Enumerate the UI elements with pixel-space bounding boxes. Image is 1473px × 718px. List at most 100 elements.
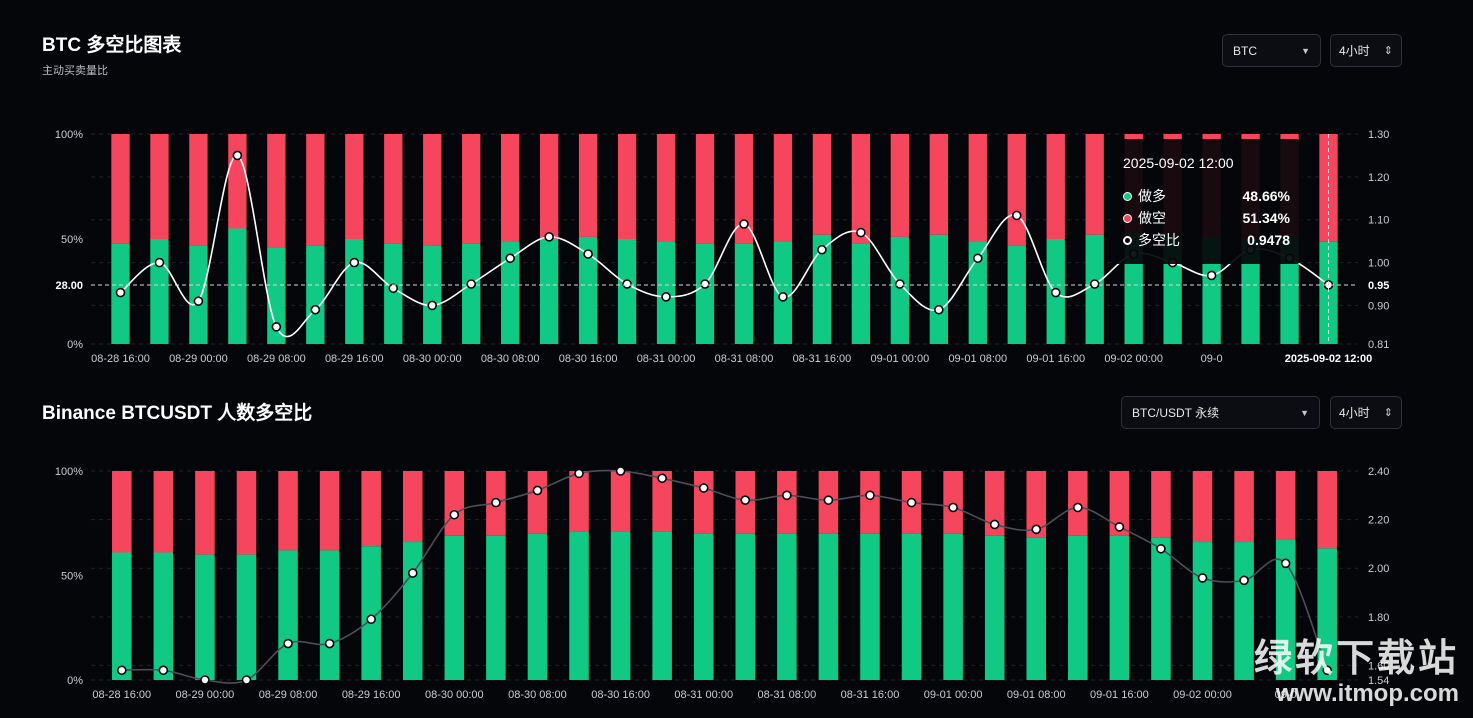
bar-short [968, 134, 987, 242]
coin-select[interactable]: BTC ▼ [1222, 34, 1321, 67]
crosshair-left-label: 28.00 [55, 280, 83, 292]
ratio-point [698, 483, 709, 493]
short-dot-icon [1123, 213, 1132, 223]
account-ratio-panel: Binance BTCUSDT 人数多空比 BTC/USDT 永续 ▼ 4小时 … [0, 385, 1473, 718]
bar-long [228, 228, 247, 344]
x-tick-label: 09-0 [1201, 353, 1223, 365]
account-ratio-chart[interactable]: 100% 50% 0% 2.40 2.20 2.00 1.80 1.60 1.54 08-28 1… [0, 385, 1473, 718]
ratio-point [154, 257, 165, 268]
chart-tooltip: 2025-09-02 12:00 做多 48.66% 做空 51.34% 多空比… [1111, 139, 1302, 264]
ratio-point [1322, 665, 1333, 676]
x-tick-label: 08-31 00:00 [637, 353, 696, 365]
bar-long [150, 239, 169, 344]
bar-short [656, 134, 676, 242]
bar-short [1192, 471, 1213, 543]
bar-short [1109, 471, 1130, 536]
bar-short [578, 134, 598, 237]
bar-short [1234, 471, 1254, 543]
bar-short [851, 134, 871, 244]
ratio-point [1197, 573, 1208, 583]
bar-long [527, 533, 548, 680]
bar-long [617, 239, 637, 344]
bar-long [984, 535, 1005, 680]
bar-short [929, 134, 948, 235]
bar-short [423, 134, 442, 246]
x-tick-label: 09-01 00:00 [871, 353, 930, 365]
chart-title: Binance BTCUSDT 人数多空比 [42, 403, 313, 424]
bar-short [189, 134, 208, 246]
bar-short [319, 471, 340, 551]
chart-subtitle: 主动买卖量比 [42, 65, 108, 77]
bar-long [693, 533, 714, 680]
bar-long [1026, 537, 1047, 680]
x-tick-label: 08-31 08:00 [715, 353, 774, 365]
ratio-point [972, 253, 983, 264]
bar-short [195, 471, 215, 555]
x-tick-label: 09-02 00:00 [1173, 689, 1232, 701]
crosshair-x-label: 2025-09-02 12:00 [1285, 353, 1372, 365]
bar-long [968, 241, 987, 344]
bar-long [112, 552, 132, 680]
ratio-line [119, 154, 1329, 338]
right-tick-label: 1.80 [1368, 612, 1389, 624]
bar-short [610, 471, 631, 532]
watermark-line1: 绿软下载站 [1253, 638, 1459, 680]
bar-short [652, 471, 672, 532]
ratio-point [427, 300, 438, 311]
right-tick-label: 2.00 [1368, 563, 1389, 575]
ratio-point [1031, 524, 1042, 535]
bar-long [236, 554, 257, 680]
tooltip-time: 2025-09-02 12:00 [1123, 155, 1234, 171]
pair-select[interactable]: BTC/USDT 永续 ▼ [1121, 396, 1320, 429]
tooltip-long-value: 48.66% [1242, 188, 1290, 204]
ratio-point [310, 304, 321, 315]
bar-long [851, 243, 871, 344]
x-tick-label: 08-31 16:00 [793, 353, 852, 365]
bar-short [984, 471, 1005, 536]
bar-long [423, 245, 442, 344]
bar-short [462, 134, 481, 244]
bar-short [890, 134, 910, 237]
interval-select[interactable]: 4小时 ⇕ [1330, 34, 1402, 67]
ratio-point [1050, 287, 1061, 298]
interval-select[interactable]: 4小时 ⇕ [1330, 396, 1402, 429]
left-tick-label: 50% [61, 234, 83, 246]
ratio-point [700, 279, 710, 289]
bar-long [1192, 542, 1213, 680]
bar-long [777, 533, 797, 680]
ratio-point [544, 232, 554, 242]
ratio-point [271, 322, 282, 332]
bar-short [236, 471, 257, 555]
x-tick-label: 08-29 16:00 [342, 689, 401, 701]
ratio-dot-icon [1123, 235, 1132, 245]
bar-long [361, 546, 381, 680]
bar-long [319, 550, 340, 680]
tooltip-ratio-label: 多空比 [1138, 232, 1180, 248]
bar-long [384, 243, 403, 344]
ratio-point [1239, 575, 1249, 586]
bar-long [539, 239, 559, 344]
right-tick-label: 0.81 [1368, 339, 1389, 351]
watermark: 绿软下载站 www.itmop.com [1254, 638, 1459, 708]
chart-title: BTC 多空比图表 [42, 35, 182, 56]
right-tick-label: 1.00 [1368, 258, 1389, 270]
bar-short [1046, 134, 1065, 239]
x-tick-label: 08-29 00:00 [169, 353, 228, 365]
ratio-point [934, 304, 944, 315]
bar-long [929, 234, 948, 344]
bar-short [695, 134, 715, 244]
ratio-point [661, 292, 671, 302]
x-tick-label: 09-01 16:00 [1090, 689, 1149, 701]
x-tick-label: 08-29 00:00 [176, 689, 235, 701]
ratio-point [823, 495, 834, 505]
ratio-point [622, 279, 632, 289]
ratio-point [366, 614, 376, 625]
x-tick-label: 08-31 00:00 [674, 689, 733, 701]
ratio-point [407, 568, 418, 578]
bar-short [777, 471, 797, 534]
left-tick-label: 0% [67, 675, 83, 687]
coin-select-value: BTC [1233, 43, 1257, 58]
bar-long [818, 533, 839, 680]
x-tick-label: 08-30 08:00 [481, 353, 540, 365]
x-tick-label: 09-01 16:00 [1026, 353, 1085, 365]
